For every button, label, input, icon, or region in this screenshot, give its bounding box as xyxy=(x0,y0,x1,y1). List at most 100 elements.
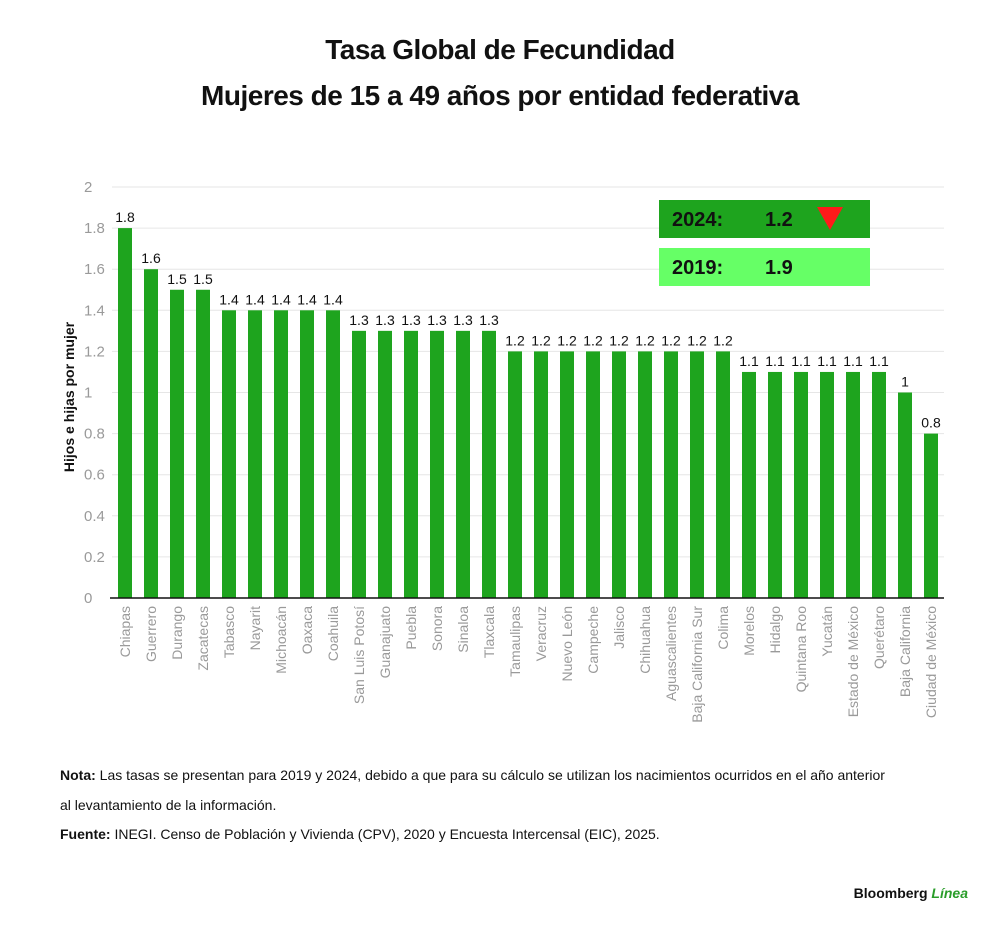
x-tick-label: Querétaro xyxy=(871,606,887,669)
bar xyxy=(794,371,808,598)
source-label: Fuente: xyxy=(60,826,111,842)
y-tick-label: 0.4 xyxy=(84,508,105,525)
callout-year: 2024: xyxy=(672,209,723,231)
y-tick-label: 0 xyxy=(84,590,92,607)
brand-logo: Bloomberg Línea xyxy=(854,885,968,901)
bar xyxy=(456,330,470,598)
bar xyxy=(222,310,236,598)
data-label: 1.6 xyxy=(141,250,161,266)
bar xyxy=(482,330,496,598)
x-tick-label: Nayarit xyxy=(247,606,263,650)
data-label: 1.4 xyxy=(245,291,265,307)
x-tick-label: Estado de México xyxy=(845,606,861,717)
x-tick-label: Coahuila xyxy=(325,606,341,661)
callout-value: 1.9 xyxy=(765,257,793,279)
data-label: 1.2 xyxy=(609,332,629,348)
x-tick-label: Guerrero xyxy=(143,606,159,662)
data-label: 1.2 xyxy=(687,332,707,348)
bar xyxy=(820,371,834,598)
note-text-2: al levantamiento de la información. xyxy=(60,797,277,813)
x-tick-label: Tabasco xyxy=(221,606,237,658)
bar xyxy=(430,330,444,598)
x-tick-label: Tlaxcala xyxy=(481,606,497,658)
x-tick-label: Aguascalientes xyxy=(663,606,679,701)
x-tick-label: Michoacán xyxy=(273,606,289,674)
brand-accent: Línea xyxy=(931,885,968,901)
data-label: 1.3 xyxy=(427,312,447,328)
bar xyxy=(586,351,600,598)
bar xyxy=(742,371,756,598)
y-tick-label: 0.2 xyxy=(84,549,105,566)
data-label: 1.3 xyxy=(375,312,395,328)
x-tick-label: Nuevo León xyxy=(559,606,575,682)
data-label: 1.2 xyxy=(531,332,551,348)
x-tick-label: Veracruz xyxy=(533,606,549,661)
bar xyxy=(378,330,392,598)
bar xyxy=(924,433,938,598)
data-label: 1.2 xyxy=(583,332,603,348)
data-label: 1.1 xyxy=(791,353,811,369)
data-label: 1.3 xyxy=(453,312,473,328)
bar xyxy=(716,351,730,598)
data-label: 1.3 xyxy=(479,312,499,328)
data-label: 1.4 xyxy=(271,291,291,307)
x-tick-label: Hidalgo xyxy=(767,606,783,654)
x-tick-label: Chihuahua xyxy=(637,606,653,674)
x-tick-label: San Luis Potosí xyxy=(351,606,367,704)
callout-value: 1.2 xyxy=(765,209,793,231)
x-tick-label: Oaxaca xyxy=(299,606,315,654)
x-tick-label: Puebla xyxy=(403,606,419,650)
bar-chart: 0 0.2 0.4 0.6 0.8 1 1.2 1.4 1.6 1.8 2 Hijos e hijas… xyxy=(61,179,944,723)
y-tick-label: 1.6 xyxy=(84,261,105,278)
data-label: 1.5 xyxy=(193,271,213,287)
bar xyxy=(560,351,574,598)
bar xyxy=(690,351,704,598)
x-tick-label: Chiapas xyxy=(117,606,133,657)
data-label: 0.8 xyxy=(921,415,941,431)
x-tick-label: Baja California xyxy=(897,606,913,697)
x-tick-label: Zacatecas xyxy=(195,606,211,671)
data-label: 1.3 xyxy=(401,312,421,328)
note-line-1: Nota: Las tasas se presentan para 2019 y… xyxy=(60,767,885,783)
data-label: 1.2 xyxy=(557,332,577,348)
bar xyxy=(846,371,860,598)
data-label: 1.1 xyxy=(869,353,889,369)
y-tick-label: 1 xyxy=(84,385,92,402)
bar xyxy=(170,289,184,598)
bar xyxy=(248,310,262,598)
y-tick-label: 1.2 xyxy=(84,343,105,360)
bar xyxy=(898,392,912,598)
callout-year: 2019: xyxy=(672,257,723,279)
bar xyxy=(300,310,314,598)
note-line-2: al levantamiento de la información. xyxy=(60,797,276,813)
note-label: Nota: xyxy=(60,767,96,783)
bar xyxy=(326,310,340,598)
callout-box xyxy=(659,248,870,286)
bar xyxy=(196,289,210,598)
data-label: 1.3 xyxy=(349,312,369,328)
bar xyxy=(144,269,158,598)
x-tick-label: Tamaulipas xyxy=(507,606,523,677)
note-text: Las tasas se presentan para 2019 y 2024,… xyxy=(99,767,885,783)
data-label: 1.4 xyxy=(219,291,239,307)
chart-title: Tasa Global de Fecundidad xyxy=(325,34,675,65)
brand-name: Bloomberg xyxy=(853,885,928,901)
y-tick-label: 2 xyxy=(84,179,92,196)
data-label: 1.2 xyxy=(713,332,733,348)
x-tick-label: Baja California Sur xyxy=(689,606,705,723)
y-axis-label: Hijos e hijas por mujer xyxy=(61,321,77,472)
data-label: 1.1 xyxy=(817,353,837,369)
data-label: 1.1 xyxy=(739,353,759,369)
x-tick-label: Morelos xyxy=(741,606,757,656)
bar xyxy=(872,371,886,598)
down-arrow-icon xyxy=(817,207,843,230)
y-tick-label: 0.6 xyxy=(84,467,105,484)
bar xyxy=(508,351,522,598)
data-label: 1 xyxy=(901,374,909,390)
x-tick-label: Jalisco xyxy=(611,606,627,649)
bar xyxy=(118,228,132,598)
x-tick-label: Guanajuato xyxy=(377,606,393,679)
x-tick-label: Sonora xyxy=(429,606,445,651)
data-label: 1.4 xyxy=(323,291,343,307)
y-tick-label: 0.8 xyxy=(84,426,105,443)
